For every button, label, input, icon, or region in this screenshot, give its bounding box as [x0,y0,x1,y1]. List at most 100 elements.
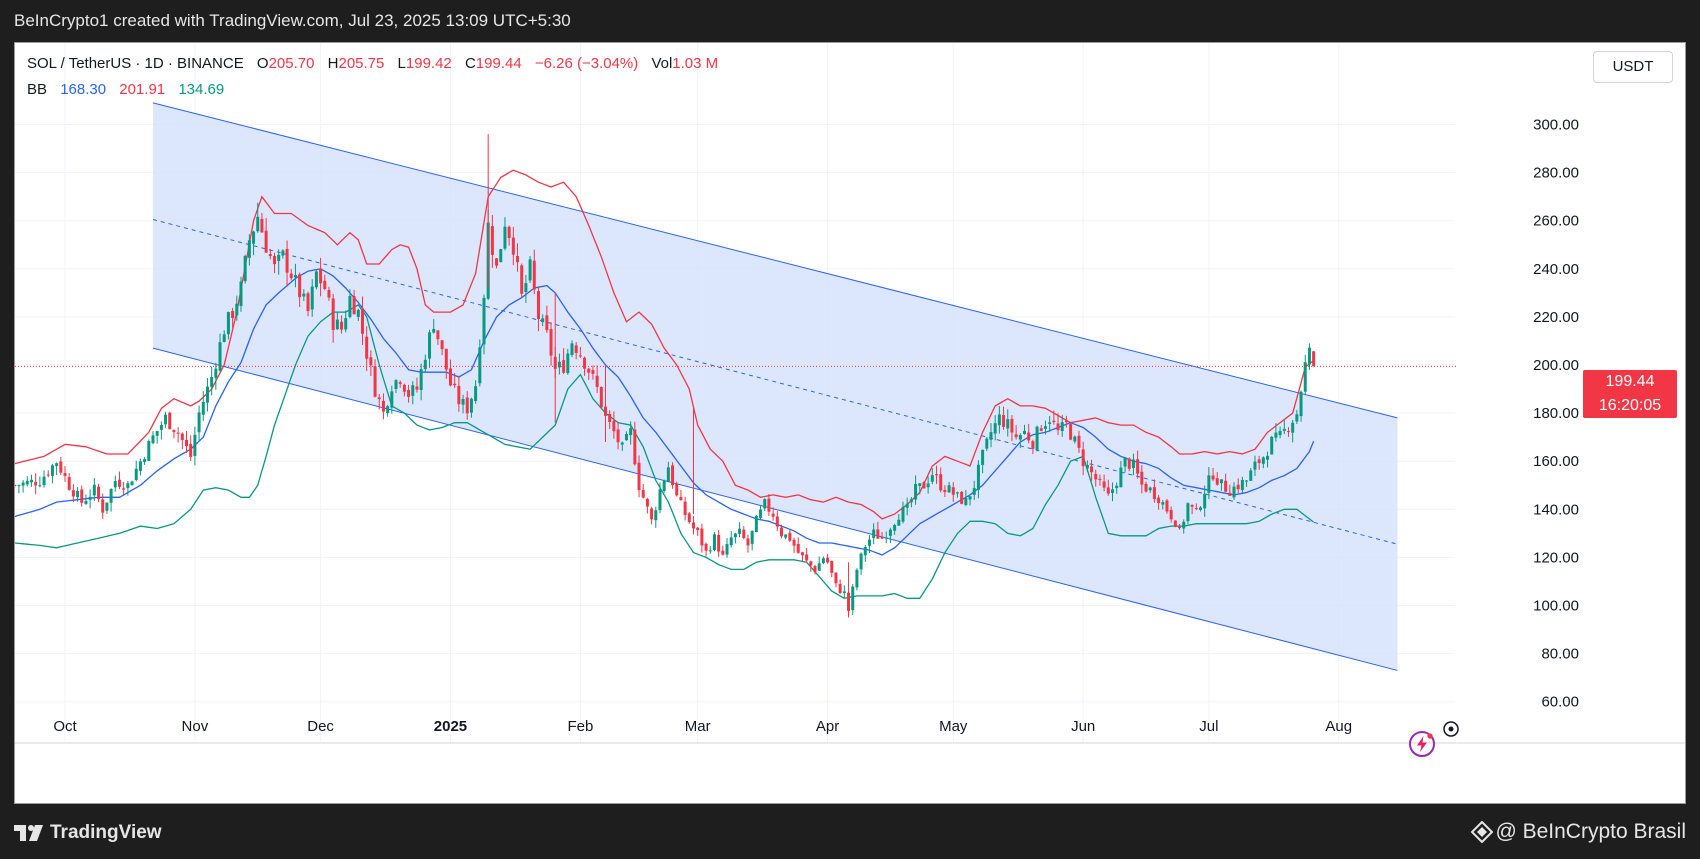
tradingview-logo[interactable]: TradingView [14,822,162,844]
candle [1031,439,1035,455]
candle [943,485,947,497]
candle-body [507,226,511,239]
candle [34,473,38,495]
candle [1240,476,1244,493]
bb-legend: BB 168.30 201.91 134.69 [27,81,224,98]
candle [830,560,834,578]
candle [1282,419,1286,435]
candle [1249,468,1253,482]
candle [193,426,197,466]
candle-body [457,385,461,405]
candle-body [1307,347,1311,365]
candle-body [71,490,75,497]
y-tick-label: 120.00 [1533,549,1579,566]
candle-body [143,459,147,462]
candle [821,556,825,565]
channel-lower-line [152,347,1398,671]
price-chart[interactable]: 300.00 280.00 260.00 240.00 220.00 200.00 180.… [15,43,1685,803]
candle-body [692,522,695,529]
candle [863,545,867,562]
candle-body [360,308,364,334]
candle-body [842,591,846,594]
candle [909,497,913,508]
candle [918,482,922,495]
candle [344,310,348,333]
symbol-label[interactable]: SOL / TetherUS · 1D · BINANCE [27,55,244,72]
candle-body [298,274,302,298]
candle-body [1010,418,1014,433]
candle [1219,479,1223,491]
candle [465,391,469,420]
candle [545,305,549,333]
candle-body [599,387,603,408]
candle-body [34,481,38,486]
currency-selector[interactable]: USDT [1593,51,1673,83]
candle-body [511,237,515,255]
candle [97,483,101,503]
candle-body [1111,489,1114,494]
candle-body [323,280,327,290]
candle [1186,502,1190,525]
candle [1018,433,1022,449]
candle [411,381,415,405]
candle [176,427,180,443]
candle-body [704,543,708,551]
gear-hub [1448,726,1454,732]
candle [210,366,214,396]
candle-body [117,479,121,487]
change-value: −6.26 (−3.04%) [534,55,639,72]
top-bar: BeInCrypto1 created with TradingView.com… [0,0,1700,42]
candle-body [671,465,675,486]
candle-body [310,286,314,310]
chart-frame[interactable]: 300.00 280.00 260.00 240.00 220.00 200.00 180.… [14,42,1686,804]
candle [394,379,398,394]
candle [76,487,80,502]
bb-label[interactable]: BB [27,81,48,98]
candle [1064,415,1068,428]
candle-body [587,368,591,373]
candle-body [1157,497,1161,504]
candle-body [516,256,520,263]
candle [671,462,675,489]
candle-body [226,312,230,335]
candle [1094,469,1098,487]
candle-body [813,566,817,573]
candle [1140,465,1144,494]
candle-body [478,347,482,384]
candle-body [897,519,901,526]
candle [1203,485,1207,517]
candle [742,526,746,540]
candle-body [1023,430,1027,434]
candle-body [1270,436,1274,455]
candle [792,537,796,554]
lightning-icon[interactable] [1408,730,1436,758]
candle-body [1090,466,1094,473]
candle-body [285,248,289,273]
candle [754,514,758,533]
candle-body [164,414,168,425]
candle-body [151,435,155,444]
candle-body [126,483,130,489]
candle-body [239,281,243,306]
candle [587,367,591,380]
candle [461,394,465,414]
candle-body [1123,457,1127,467]
candle [1270,435,1274,455]
candle [369,350,373,377]
candle [407,384,411,403]
candle-body [109,488,113,503]
candle-body [1261,457,1265,464]
candle-body [620,442,624,445]
candle-body [482,297,486,345]
candle [1090,459,1094,481]
candle [67,473,71,491]
candle-body [687,513,691,523]
candle-body [1194,508,1198,510]
candle [767,494,771,516]
candle-body [616,429,620,443]
candle [763,498,767,512]
candle-body [247,240,251,258]
candle [134,460,138,482]
candle-body [273,256,276,265]
candle-body [1060,422,1064,432]
